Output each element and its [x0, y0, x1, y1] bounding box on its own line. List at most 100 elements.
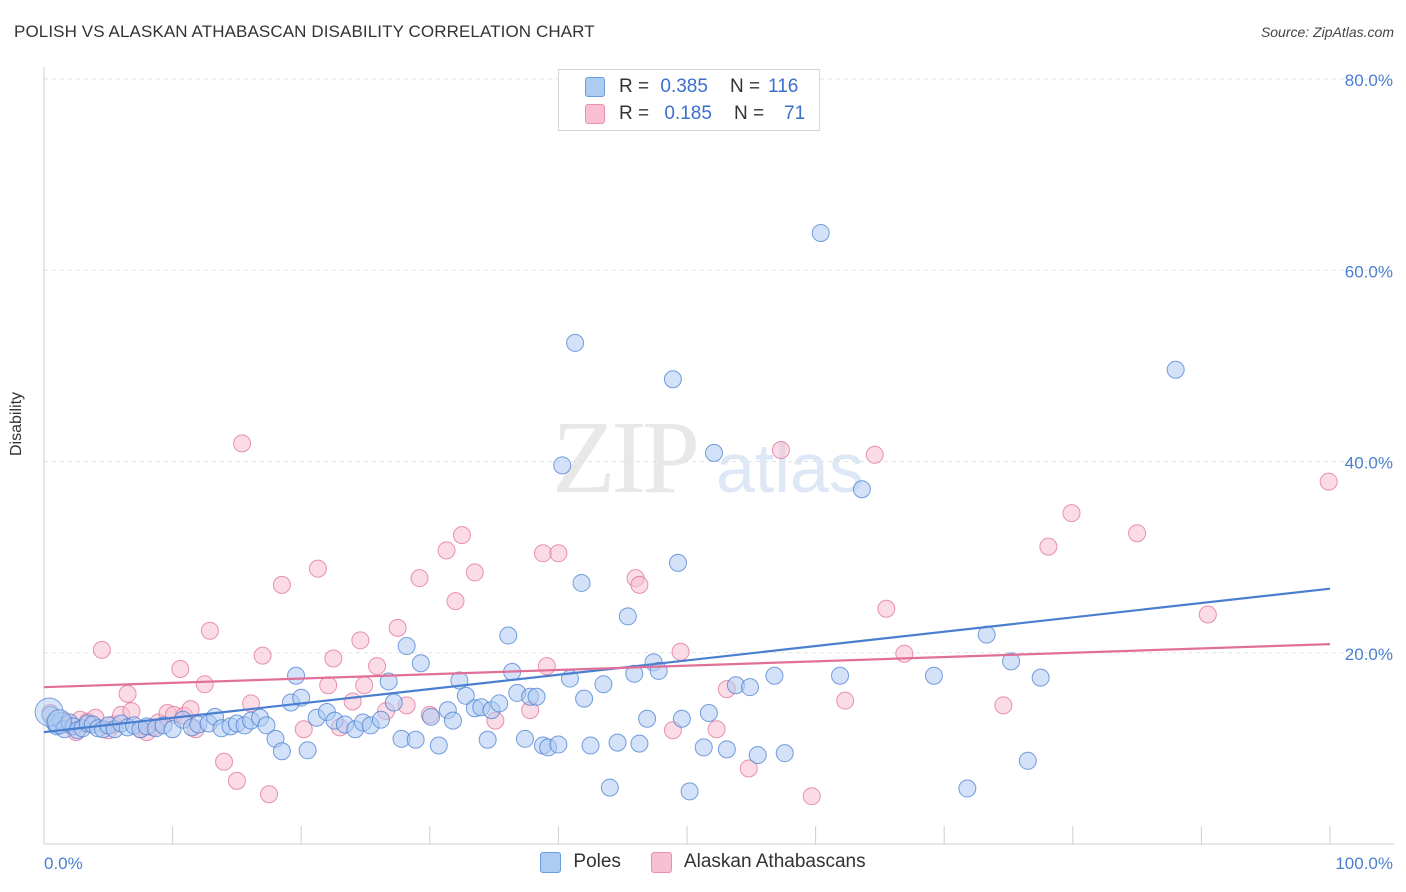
point-poles: [46, 709, 72, 735]
point-poles: [397, 637, 416, 656]
y-tick-label: 20.0%: [1345, 645, 1393, 664]
point-athabascans: [865, 445, 884, 464]
point-athabascans: [1039, 537, 1058, 556]
point-athabascans: [1198, 605, 1217, 624]
point-athabascans: [671, 642, 690, 661]
point-athabascans: [388, 618, 407, 637]
point-poles: [443, 711, 462, 730]
chart-title: POLISH VS ALASKAN ATHABASCAN DISABILITY …: [14, 22, 595, 41]
point-poles: [384, 693, 403, 712]
point-poles: [572, 573, 591, 592]
point-athabascans: [253, 646, 272, 665]
point-poles: [717, 740, 736, 759]
point-poles: [499, 626, 518, 645]
point-athabascans: [771, 441, 790, 460]
point-poles: [287, 666, 306, 685]
y-tick-label: 60.0%: [1345, 262, 1393, 281]
legend-r-value: 0.185: [664, 103, 712, 124]
point-poles: [748, 746, 767, 765]
point-poles: [379, 672, 398, 691]
point-poles: [406, 730, 425, 749]
point-poles: [608, 733, 627, 752]
legend-swatch-poles: [585, 77, 605, 97]
point-poles: [566, 333, 585, 352]
point-poles: [741, 678, 760, 697]
point-poles: [663, 370, 682, 389]
legend-item-athabascans: Alaskan Athabascans: [650, 851, 866, 873]
legend-n-label: N =: [733, 103, 765, 124]
legend-row-poles: R = 0.385 N = 116: [585, 75, 798, 99]
point-poles: [694, 738, 713, 757]
source-credit: Source: ZipAtlas.com: [1260, 24, 1394, 40]
point-poles: [958, 779, 977, 798]
legend-swatch-athabascans: [650, 851, 672, 873]
point-poles: [422, 707, 441, 726]
point-poles: [1166, 360, 1185, 379]
point-athabascans: [994, 696, 1013, 715]
point-poles: [429, 736, 448, 755]
point-poles: [298, 741, 317, 760]
point-poles: [1031, 668, 1050, 687]
point-poles: [638, 709, 657, 728]
point-poles: [478, 730, 497, 749]
point-poles: [411, 654, 430, 673]
point-athabascans: [294, 720, 313, 739]
point-poles: [924, 666, 943, 685]
point-poles: [371, 710, 390, 729]
point-athabascans: [446, 592, 465, 611]
series-legend: Poles Alaskan Athabascans: [0, 851, 1406, 873]
legend-r-value: 0.385: [660, 76, 708, 97]
point-poles: [456, 686, 475, 705]
legend-swatch-athabascans: [585, 104, 605, 124]
point-athabascans: [1128, 524, 1147, 543]
point-poles: [257, 716, 276, 735]
point-athabascans: [368, 657, 387, 676]
point-poles: [272, 742, 291, 761]
y-tick-label: 80.0%: [1345, 71, 1393, 90]
point-athabascans: [171, 660, 190, 679]
point-athabascans: [836, 691, 855, 710]
point-athabascans: [802, 787, 821, 806]
point-poles: [680, 782, 699, 801]
legend-item-poles: Poles: [540, 851, 621, 873]
point-athabascans: [630, 575, 649, 594]
point-poles: [630, 734, 649, 753]
trend-line-poles: [43, 587, 1331, 734]
legend-n-value: 71: [784, 103, 806, 124]
point-poles: [600, 778, 619, 797]
point-poles: [581, 736, 600, 755]
y-tick-label: 40.0%: [1345, 454, 1393, 473]
stats-legend: R = 0.385 N = 116 R = 0.185 N = 71: [558, 69, 820, 131]
point-poles: [699, 703, 718, 722]
point-athabascans: [549, 544, 568, 563]
point-poles: [775, 744, 794, 763]
point-athabascans: [533, 544, 552, 563]
point-athabascans: [537, 657, 556, 676]
legend-r-label: R =: [619, 103, 650, 124]
legend-r-label: R =: [619, 76, 650, 97]
trend-line-athabascans: [43, 643, 1331, 689]
point-athabascans: [215, 752, 234, 771]
point-poles: [549, 735, 568, 754]
series-alaskan-athabascans: [41, 434, 1338, 806]
point-poles: [1018, 751, 1037, 770]
grid-lines: [44, 78, 1394, 654]
legend-n-label: N =: [729, 76, 761, 97]
point-poles: [618, 607, 637, 626]
point-poles: [831, 666, 850, 685]
point-athabascans: [877, 599, 896, 618]
point-poles: [668, 553, 687, 572]
point-poles: [553, 456, 572, 475]
point-athabascans: [437, 541, 456, 560]
tick-labels: 20.0% 40.0% 60.0% 80.0% 0.0% 100.0%: [44, 71, 1393, 873]
point-athabascans: [200, 621, 219, 640]
point-athabascans: [452, 526, 471, 545]
point-athabascans: [233, 434, 252, 453]
point-poles: [594, 675, 613, 694]
legend-row-athabascans: R = 0.185 N = 71: [585, 102, 805, 126]
point-poles: [575, 689, 594, 708]
point-athabascans: [272, 575, 291, 594]
point-athabascans: [351, 631, 370, 650]
point-athabascans: [707, 720, 726, 739]
